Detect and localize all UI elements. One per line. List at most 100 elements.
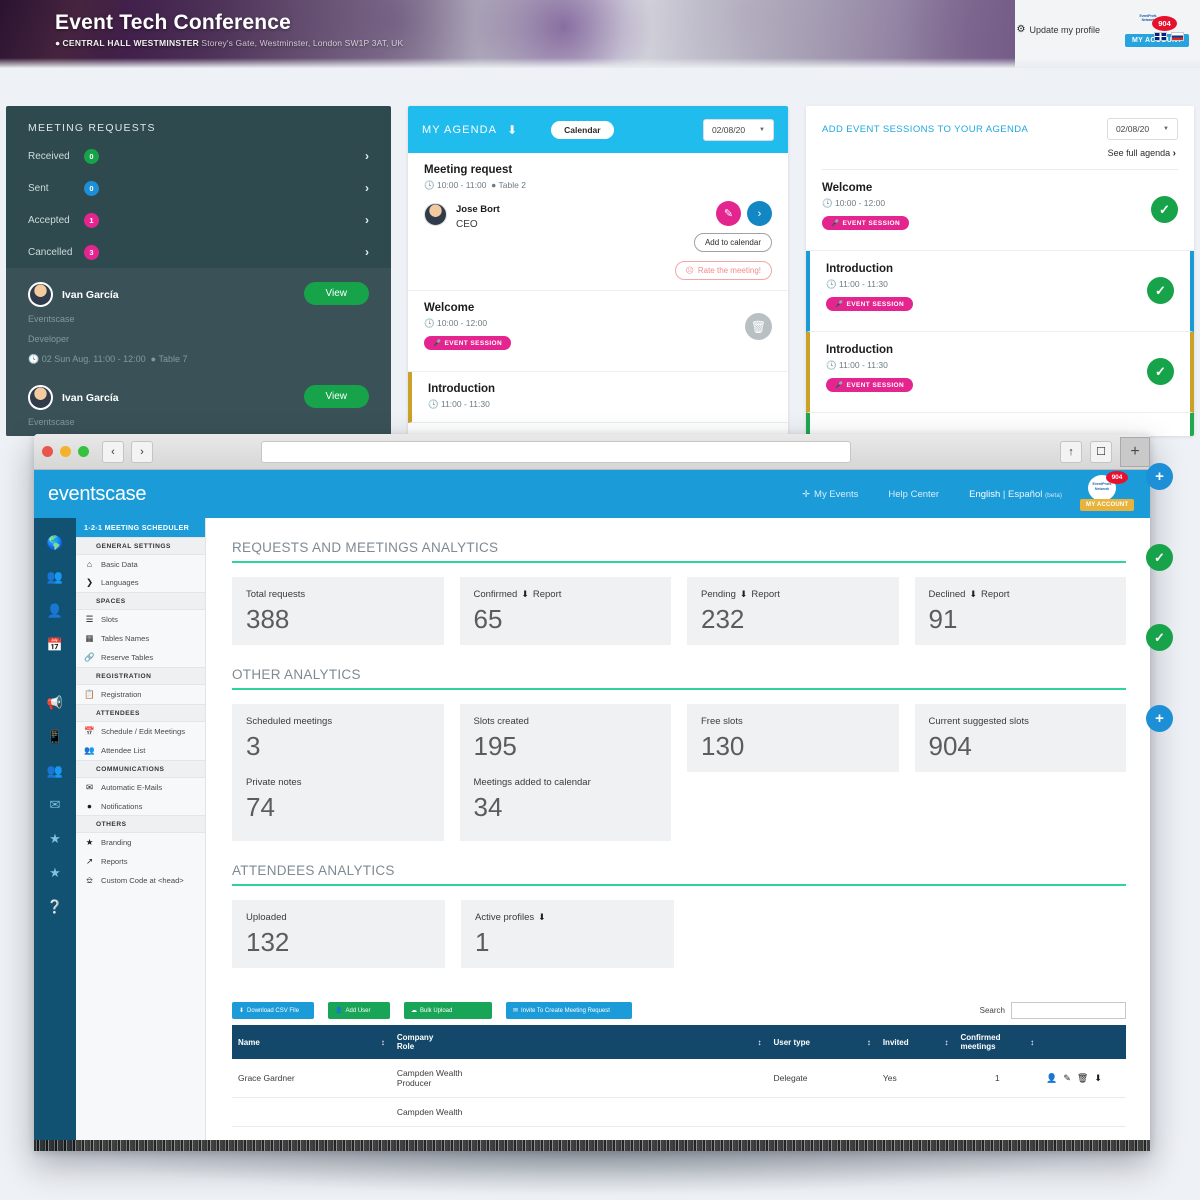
agenda-date-selector[interactable]: 02/08/20 ▼ — [702, 118, 774, 141]
download-icon[interactable]: ⬇ — [969, 589, 978, 599]
trash-icon[interactable]: 🗑 — [1076, 1072, 1089, 1083]
col-invited[interactable]: Invited ↕ — [876, 1025, 955, 1059]
forward-button[interactable]: › — [131, 440, 153, 463]
check-icon[interactable]: ✓ — [1151, 196, 1178, 223]
menu-item-tables-names[interactable]: ▦ Tables Names — [76, 629, 205, 648]
add-user-button[interactable]: 👤 Add User — [328, 1002, 390, 1019]
stat-value: 132 — [246, 927, 290, 957]
menu-item-branding[interactable]: ★ Branding — [76, 833, 205, 852]
menu-item-reports[interactable]: ↗ Reports — [76, 852, 205, 871]
table-row[interactable]: Campden Wealth — [232, 1097, 1126, 1127]
download-icon[interactable]: ⬇ — [507, 122, 518, 137]
group-icon[interactable]: 👥 — [46, 569, 64, 584]
update-my-profile-link[interactable]: ⚙ Update my profile — [1016, 14, 1100, 35]
menu-item-reserve-tables[interactable]: 🔗 Reserve Tables — [76, 648, 205, 667]
chevron-right-icon[interactable]: › — [747, 201, 772, 226]
meeting-request-row-accepted[interactable]: Accepted 1 › — [6, 204, 391, 236]
menu-item-basic-data[interactable]: ⌂ Basic Data — [76, 555, 205, 573]
star-icon[interactable]: ★ — [49, 865, 61, 880]
search-input[interactable] — [1011, 1002, 1126, 1019]
col-company-role[interactable]: Company Role ↕ — [390, 1025, 768, 1059]
meeting-request-row-received[interactable]: Received 0 › — [6, 140, 391, 172]
new-tab-button[interactable]: + — [1120, 436, 1150, 467]
menu-item-registration[interactable]: 📋 Registration — [76, 685, 205, 704]
add-session-button[interactable]: + — [1146, 705, 1173, 732]
eventscase-logo[interactable]: eventscase — [48, 482, 147, 505]
menu-item-schedule-edit-meetings[interactable]: 📅 Schedule / Edit Meetings — [76, 722, 205, 741]
meeting-requests-cards: Ivan García Eventscase Developer 🕓 02 Su… — [6, 268, 391, 436]
person-icon[interactable]: 👤 — [1046, 1072, 1058, 1083]
download-icon[interactable]: ⬇ — [538, 912, 546, 922]
menu-item-label: Registration — [101, 690, 142, 699]
star-icon[interactable]: ★ — [49, 831, 61, 846]
network-icon[interactable]: 👥 — [46, 763, 64, 778]
help-icon[interactable]: ❔ — [46, 899, 64, 914]
meeting-request-row-sent[interactable]: Sent 0 › — [6, 172, 391, 204]
download-csv-button[interactable]: ⬇ Download CSV File — [232, 1002, 314, 1019]
download-icon[interactable]: ⬇ — [1094, 1072, 1102, 1083]
menu-item-custom-code[interactable]: ⎒ Custom Code at <head> — [76, 871, 205, 890]
col-confirmed-meetings[interactable]: Confirmed meetings ↕ — [954, 1025, 1041, 1059]
minimize-dot[interactable] — [60, 446, 71, 457]
meeting-request-row-cancelled[interactable]: Cancelled 3 › — [6, 236, 391, 268]
report-link[interactable]: Report — [532, 589, 562, 600]
download-icon[interactable]: ⬇ — [521, 589, 529, 599]
calendar-icon[interactable]: 📅 — [46, 637, 64, 652]
nav-my-events[interactable]: ✛ My Events — [802, 489, 858, 500]
calendar-toggle-pill[interactable]: Calendar — [551, 120, 614, 139]
see-full-agenda-link[interactable]: See full agenda › — [822, 140, 1178, 170]
view-button[interactable]: View — [303, 282, 369, 305]
sessions-date-selector[interactable]: 02/08/20 ▼ — [1106, 118, 1178, 140]
col-user-type[interactable]: User type ↕ — [767, 1025, 877, 1059]
account-widget[interactable]: EventProfs Network 904 MY ACCOUNT — [1080, 471, 1136, 516]
menu-item-languages[interactable]: ❯ Languages — [76, 573, 205, 592]
envelope-icon: ✉ — [85, 782, 94, 792]
lang-espanol[interactable]: Español — [1008, 488, 1043, 500]
envelope-icon[interactable]: ✉ — [49, 797, 61, 812]
my-account-button[interactable]: MY ACCOUNT — [1080, 499, 1135, 511]
copy-tabs-icon[interactable]: ☐ — [1090, 440, 1112, 463]
trash-icon[interactable]: 🗑 — [745, 313, 772, 340]
download-icon[interactable]: ⬇ — [739, 589, 748, 599]
badge-label: EVENT SESSION — [846, 300, 905, 308]
check-icon[interactable]: ✓ — [1146, 544, 1173, 571]
report-link[interactable]: Report — [751, 589, 780, 600]
share-icon[interactable]: ↑ — [1060, 440, 1082, 463]
table-row[interactable]: Grace Gardner Campden Wealth Producer De… — [232, 1059, 1126, 1098]
megaphone-icon[interactable]: 📢 — [46, 695, 64, 710]
time-text: 10:00 - 12:00 — [834, 198, 886, 208]
check-icon[interactable]: ✓ — [1147, 358, 1174, 385]
check-icon[interactable]: ✓ — [1146, 624, 1173, 651]
stat-card-scheduled-meetings: Scheduled meetings 3 Private notes 74 — [232, 704, 444, 841]
nav-help-center[interactable]: Help Center — [888, 488, 940, 500]
add-to-calendar-button[interactable]: Add to calendar — [693, 233, 772, 252]
invite-to-create-meeting-request-button[interactable]: ✉ Invite To Create Meeting Request — [506, 1002, 632, 1019]
maximize-dot[interactable] — [78, 446, 89, 457]
menu-item-automatic-emails[interactable]: ✉ Automatic E-Mails — [76, 778, 205, 797]
uk-flag-icon[interactable] — [1154, 32, 1167, 41]
mobile-icon[interactable]: 📱 — [46, 729, 64, 744]
table-header-row: Name ↕ Company Role ↕ — [232, 1025, 1126, 1059]
close-dot[interactable] — [42, 446, 53, 457]
bulk-upload-button[interactable]: ☁ Bulk Upload — [404, 1002, 492, 1019]
item-time: 🕓 11:00 - 11:30 — [826, 360, 1174, 371]
russia-flag-icon[interactable] — [1171, 32, 1184, 41]
stat-value: 195 — [473, 731, 517, 761]
person-icon[interactable]: 👤 — [46, 603, 64, 618]
pencil-icon[interactable]: ✎ — [1063, 1072, 1071, 1083]
url-input[interactable] — [261, 440, 851, 463]
language-switcher[interactable]: English | Español (beta) — [969, 489, 1062, 500]
view-button[interactable]: View — [303, 385, 369, 408]
menu-item-notifications[interactable]: ● Notifications — [76, 797, 205, 815]
col-name[interactable]: Name ↕ — [232, 1025, 391, 1059]
lang-english[interactable]: English — [969, 488, 1001, 500]
menu-item-attendee-list[interactable]: 👥 Attendee List — [76, 741, 205, 760]
check-icon[interactable]: ✓ — [1147, 277, 1174, 304]
back-button[interactable]: ‹ — [102, 440, 124, 463]
report-link[interactable]: Report — [981, 589, 1010, 600]
add-session-button[interactable]: + — [1146, 463, 1173, 490]
rate-the-meeting-button[interactable]: ☹ Rate the meeting! — [674, 261, 772, 280]
globe-icon[interactable]: 🌎 — [46, 535, 64, 550]
edit-pencil-icon[interactable]: ✎ — [716, 201, 741, 226]
menu-item-slots[interactable]: ☰ Slots — [76, 610, 205, 629]
